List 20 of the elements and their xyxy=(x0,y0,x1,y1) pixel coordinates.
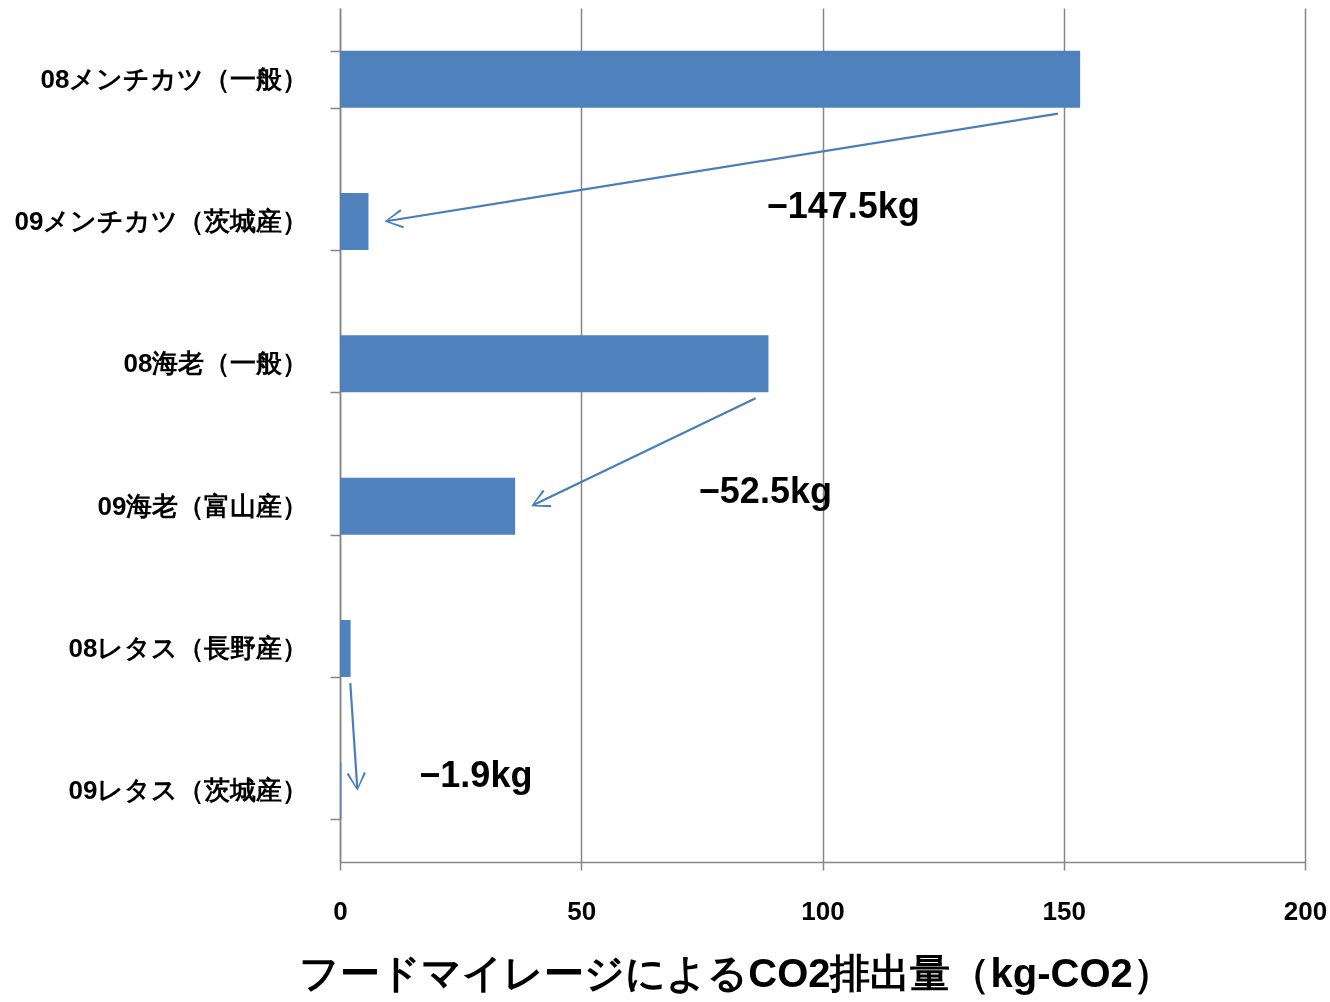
bar xyxy=(340,620,351,677)
annotation: −147.5kg xyxy=(766,185,920,227)
bar xyxy=(340,335,769,393)
bar xyxy=(340,477,516,535)
y-tick-label: 08レタス（長野産） xyxy=(68,633,309,663)
y-tick-label: 08海老（一般） xyxy=(123,348,309,379)
bar xyxy=(340,50,1081,108)
annotation: −1.9kg xyxy=(419,754,533,796)
x-tick-label: 50 xyxy=(567,895,597,926)
y-tick-label: 09レタス（茨城産） xyxy=(68,775,309,806)
x-tick-label: 0 xyxy=(333,895,348,926)
x-tick-label: 200 xyxy=(1283,895,1328,926)
y-tick-label: 09海老（富山産） xyxy=(97,490,309,521)
x-tick-label: 100 xyxy=(801,895,845,926)
y-tick-label: 09メンチカツ（茨城産） xyxy=(14,206,309,236)
bar xyxy=(340,193,369,250)
y-tick-label: 08メンチカツ（一般） xyxy=(40,63,309,94)
annotation: −52.5kg xyxy=(698,469,832,511)
x-axis-title: フードマイレージによるCO2排出量（kg-CO2） xyxy=(299,950,1173,995)
x-tick-label: 150 xyxy=(1042,895,1086,926)
